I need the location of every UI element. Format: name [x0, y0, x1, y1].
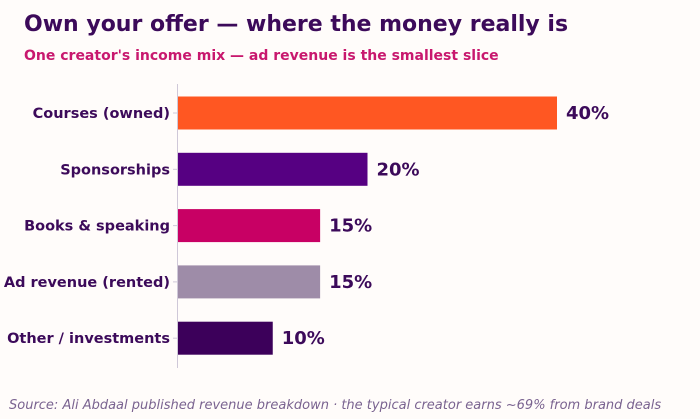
value-label: 10%: [282, 328, 325, 349]
bar: [178, 152, 368, 186]
chart-title: Own your offer — where the money really …: [24, 12, 569, 37]
bar: [178, 96, 557, 130]
source-note: Source: Ali Abdaal published revenue bre…: [9, 398, 662, 413]
value-label: 40%: [566, 103, 609, 124]
bar: [178, 265, 321, 299]
bar: [178, 209, 321, 243]
category-label: Courses (owned): [33, 106, 170, 122]
chart-subtitle: One creator's income mix — ad revenue is…: [24, 48, 499, 64]
bars-group: Courses (owned) 40% Sponsorships 20% Books &…: [4, 96, 609, 355]
value-label: 20%: [377, 159, 420, 180]
value-label: 15%: [329, 216, 372, 237]
bar: [178, 321, 273, 355]
value-label: 15%: [329, 272, 372, 293]
category-label: Sponsorships: [60, 162, 170, 178]
category-label: Other / investments: [7, 331, 170, 347]
category-label: Books & speaking: [24, 219, 170, 235]
category-label: Ad revenue (rented): [4, 275, 170, 291]
